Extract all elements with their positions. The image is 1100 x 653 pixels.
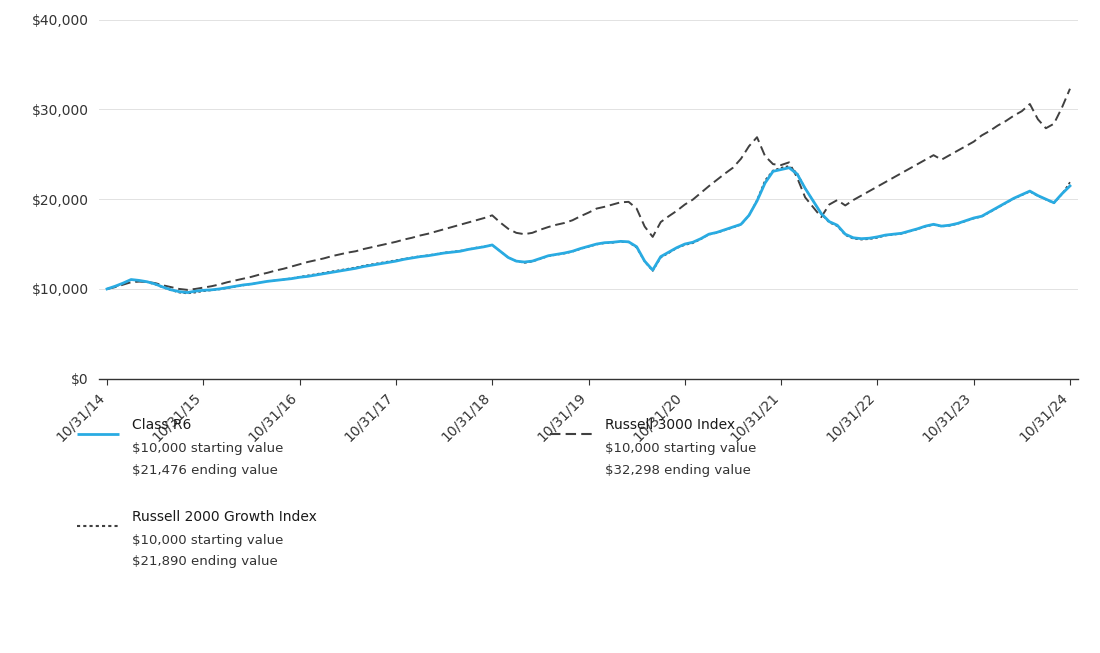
Text: $10,000 starting value: $10,000 starting value xyxy=(605,442,757,455)
Text: $32,298 ending value: $32,298 ending value xyxy=(605,464,751,477)
Text: $10,000 starting value: $10,000 starting value xyxy=(132,534,284,547)
Text: $21,890 ending value: $21,890 ending value xyxy=(132,555,277,568)
Text: $10,000 starting value: $10,000 starting value xyxy=(132,442,284,455)
Text: $21,476 ending value: $21,476 ending value xyxy=(132,464,278,477)
Text: Class R6: Class R6 xyxy=(132,419,191,432)
Text: Russell 3000 Index: Russell 3000 Index xyxy=(605,419,735,432)
Text: Russell 2000 Growth Index: Russell 2000 Growth Index xyxy=(132,510,317,524)
